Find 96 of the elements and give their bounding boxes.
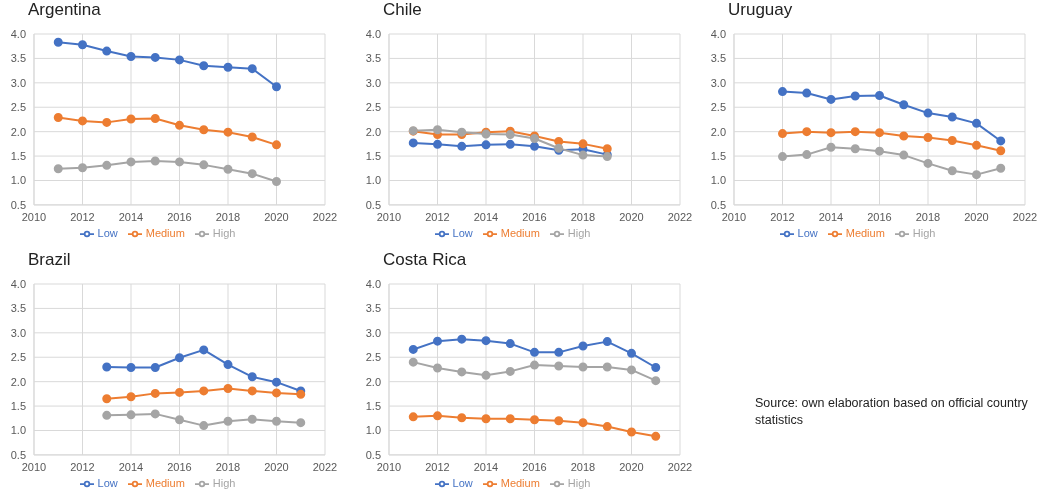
y-tick-label: 1.0 [710,174,726,187]
y-tick-label: 1.5 [10,399,26,412]
x-tick-label: 2014 [118,210,144,223]
legend-label: High [567,476,591,489]
x-tick-label: 2020 [964,210,989,223]
x-tick-label: 2010 [376,460,402,473]
y-tick-label: 2.0 [365,125,381,138]
y-tick-label: 3.0 [365,326,381,339]
y-tick-label: 0.5 [10,448,26,461]
x-tick-label: 2020 [264,460,289,473]
x-tick-label: 2012 [70,210,95,223]
x-tick-label: 2010 [376,210,402,223]
y-tick-label: 3.0 [10,76,26,89]
y-tick-label: 3.5 [10,52,26,65]
x-tick-label: 2014 [818,210,844,223]
y-tick-label: 2.5 [365,351,381,364]
source-note: Source: own elaboration based on official country statistics [755,395,1029,429]
legend-label: High [212,476,236,489]
legend-label: Medium [145,476,185,489]
y-tick-label: 1.5 [365,149,381,162]
chart-title: Brazil [27,250,72,271]
legend-label: High [567,226,591,239]
x-tick-label: 2016 [167,210,192,223]
x-tick-label: 2010 [21,460,47,473]
y-tick-label: 2.0 [10,375,26,388]
y-tick-label: 2.0 [10,125,26,138]
x-tick-label: 2022 [1012,210,1038,223]
x-tick-label: 2010 [721,210,747,223]
legend-label: High [912,226,936,239]
legend-label: High [212,226,236,239]
y-tick-label: 2.5 [10,101,26,114]
y-tick-label: 2.0 [365,375,381,388]
y-tick-label: 4.0 [710,27,726,40]
y-tick-label: 2.5 [365,101,381,114]
x-tick-label: 2014 [118,460,144,473]
x-tick-label: 2022 [667,460,693,473]
x-tick-label: 2022 [667,210,693,223]
y-tick-label: 4.0 [10,277,26,290]
x-tick-label: 2010 [21,210,47,223]
y-tick-label: 2.5 [10,351,26,364]
y-tick-label: 0.5 [10,198,26,211]
x-tick-label: 2012 [425,460,450,473]
y-tick-label: 1.5 [365,399,381,412]
x-tick-label: 2014 [473,460,499,473]
legend-label: Low [452,226,473,239]
x-tick-label: 2012 [70,460,95,473]
legend-label: Low [97,226,118,239]
legend-label: Low [97,476,118,489]
y-tick-label: 1.5 [10,149,26,162]
x-tick-label: 2020 [264,210,289,223]
y-tick-label: 4.0 [365,27,381,40]
y-tick-label: 3.0 [10,326,26,339]
x-tick-label: 2020 [619,210,644,223]
x-tick-label: 2018 [570,210,596,223]
x-tick-label: 2016 [522,210,547,223]
chart-title: Uruguay [727,0,794,21]
legend-label: Medium [500,226,540,239]
y-tick-label: 3.5 [10,302,26,315]
y-tick-label: 1.0 [10,424,26,437]
y-tick-label: 2.0 [710,125,726,138]
y-tick-label: 0.5 [710,198,726,211]
x-tick-label: 2012 [425,210,450,223]
y-tick-label: 2.5 [710,101,726,114]
y-tick-label: 3.0 [365,76,381,89]
legend-label: Medium [845,226,885,239]
y-tick-label: 0.5 [365,448,381,461]
y-tick-label: 3.0 [710,76,726,89]
x-tick-label: 2018 [215,210,241,223]
legend-label: Low [452,476,473,489]
x-tick-label: 2022 [312,210,338,223]
y-tick-label: 1.5 [710,149,726,162]
x-tick-label: 2018 [215,460,241,473]
x-tick-label: 2018 [915,210,941,223]
y-tick-label: 0.5 [365,198,381,211]
y-tick-label: 1.0 [10,174,26,187]
legend-label: Medium [500,476,540,489]
y-tick-label: 1.0 [365,424,381,437]
x-tick-label: 2014 [473,210,499,223]
y-tick-label: 1.0 [365,174,381,187]
chart-title: Argentina [27,0,102,21]
legend-label: Low [797,226,818,239]
chart-title: Costa Rica [382,250,468,271]
y-tick-label: 4.0 [10,27,26,40]
x-tick-label: 2016 [167,460,192,473]
x-tick-label: 2016 [867,210,892,223]
legend-label: Medium [145,226,185,239]
y-tick-label: 3.5 [365,52,381,65]
x-tick-label: 2022 [312,460,338,473]
x-tick-label: 2020 [619,460,644,473]
y-tick-label: 4.0 [365,277,381,290]
x-tick-label: 2018 [570,460,596,473]
x-tick-label: 2016 [522,460,547,473]
y-tick-label: 3.5 [365,302,381,315]
chart-title: Chile [382,0,423,21]
y-tick-label: 3.5 [710,52,726,65]
x-tick-label: 2012 [770,210,795,223]
